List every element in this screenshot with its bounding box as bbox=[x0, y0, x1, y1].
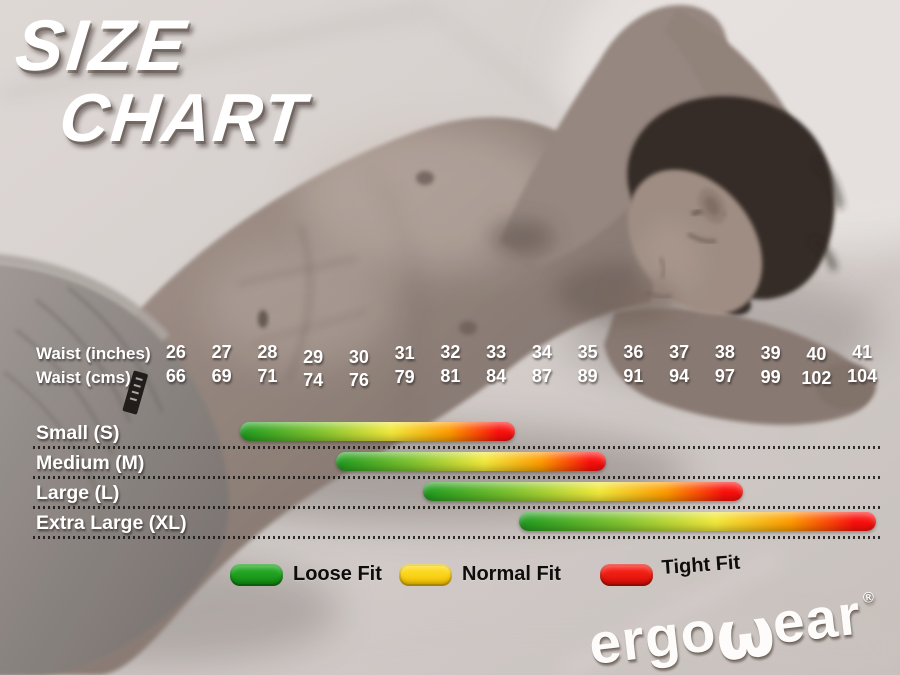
armpit-shadow bbox=[490, 220, 554, 256]
raised-arm bbox=[500, 4, 728, 266]
waist-cms-value-79: 79 bbox=[394, 367, 415, 387]
waist-inches-row: Waist (inches) 26 27 28 29 30 31 32 33 34 35 36 37 3… bbox=[0, 342, 900, 367]
registered-trademark-symbol: ® bbox=[862, 588, 875, 607]
legend-swatch bbox=[399, 564, 452, 586]
waist-inches-value-40: 40 bbox=[806, 344, 827, 364]
waist-cms-value-89: 89 bbox=[577, 366, 598, 386]
waist-cms-row: Waist (cms) 66 69 71 74 76 79 81 84 87 89 91 94 97 99… bbox=[0, 366, 900, 390]
waist-inches-value-39: 39 bbox=[760, 343, 781, 363]
waist-inches-value-26: 26 bbox=[165, 342, 186, 362]
title-line-chart: CHART bbox=[56, 80, 311, 156]
waist-cms-values: 66 69 71 74 76 79 81 84 87 89 91 94 97 99 102 104 bbox=[153, 366, 885, 390]
navel bbox=[258, 310, 268, 328]
legend-label: Loose Fit bbox=[293, 563, 382, 585]
logo-text-ear: ear bbox=[769, 582, 865, 657]
waist-cms-value-84: 84 bbox=[486, 366, 507, 386]
legend-swatch bbox=[230, 564, 283, 586]
waist-cms-value-91: 91 bbox=[623, 366, 644, 386]
waist-inches-value-31: 31 bbox=[394, 343, 415, 363]
size-range-bar bbox=[240, 422, 515, 441]
waist-cms-label: Waist (cms) bbox=[36, 368, 131, 387]
waist-inches-value-33: 33 bbox=[486, 342, 507, 362]
waist-inches-value-29: 29 bbox=[303, 347, 324, 367]
waistband-brand-tag bbox=[122, 370, 148, 415]
waist-inches-value-30: 30 bbox=[348, 347, 369, 367]
waist-inches-values: 26 27 28 29 30 31 32 33 34 35 36 37 38 39 40 41 bbox=[153, 342, 885, 367]
size-label: Medium (M) bbox=[36, 452, 145, 474]
logo-text-ergo: ergo bbox=[585, 599, 720, 675]
waist-inches-value-38: 38 bbox=[714, 342, 735, 362]
waist-inches-value-35: 35 bbox=[577, 342, 598, 362]
logo-stylized-w: ω bbox=[711, 592, 780, 675]
nose-shadow bbox=[658, 257, 666, 279]
waist-cms-value-81: 81 bbox=[440, 366, 461, 386]
size-range-bar bbox=[423, 482, 743, 501]
page-title: SIZE CHART bbox=[12, 6, 311, 156]
waist-cms-value-87: 87 bbox=[531, 366, 552, 386]
waistband bbox=[0, 254, 170, 342]
waist-inches-value-37: 37 bbox=[669, 342, 690, 362]
waist-inches-value-41: 41 bbox=[852, 342, 873, 362]
closed-eye bbox=[687, 232, 717, 243]
waist-cms-value-69: 69 bbox=[211, 366, 232, 386]
waist-inches-value-32: 32 bbox=[440, 342, 461, 362]
waist-cms-value-104: 104 bbox=[847, 366, 878, 386]
title-line-size: SIZE bbox=[11, 6, 193, 86]
waist-inches-value-34: 34 bbox=[531, 342, 552, 362]
waist-inches-label: Waist (inches) bbox=[36, 344, 151, 363]
dotted-separator bbox=[33, 446, 882, 449]
nipple bbox=[459, 321, 477, 335]
waist-inches-value-27: 27 bbox=[211, 342, 232, 362]
waist-cms-value-66: 66 bbox=[165, 366, 186, 386]
dotted-separator bbox=[33, 476, 882, 479]
stubble-shading bbox=[616, 276, 680, 324]
waist-cms-value-94: 94 bbox=[669, 366, 690, 386]
waist-cms-value-76: 76 bbox=[348, 370, 369, 390]
dotted-separator bbox=[33, 506, 882, 509]
size-label: Small (S) bbox=[36, 422, 120, 444]
waist-cms-value-97: 97 bbox=[714, 366, 735, 386]
size-label: Large (L) bbox=[36, 482, 120, 504]
size-row-small: Small (S) bbox=[0, 420, 900, 450]
size-row-xl: Extra Large (XL) bbox=[0, 510, 900, 540]
legend-swatch bbox=[600, 564, 653, 586]
waist-cms-value-74: 74 bbox=[303, 370, 324, 390]
waist-cms-value-71: 71 bbox=[257, 366, 278, 386]
extended-arm bbox=[604, 308, 871, 425]
dotted-separator bbox=[33, 536, 882, 539]
size-label: Extra Large (XL) bbox=[36, 512, 187, 534]
waist-cms-value-102: 102 bbox=[801, 368, 832, 388]
nipple bbox=[416, 171, 434, 185]
waist-inches-value-36: 36 bbox=[623, 342, 644, 362]
lips bbox=[645, 290, 673, 299]
size-range-bar bbox=[519, 512, 876, 531]
size-row-large: Large (L) bbox=[0, 480, 900, 510]
size-range-bar bbox=[336, 452, 606, 471]
legend-label: Normal Fit bbox=[462, 563, 561, 585]
waist-inches-value-28: 28 bbox=[257, 342, 278, 362]
size-row-medium: Medium (M) bbox=[0, 450, 900, 480]
waist-cms-value-99: 99 bbox=[760, 367, 781, 387]
